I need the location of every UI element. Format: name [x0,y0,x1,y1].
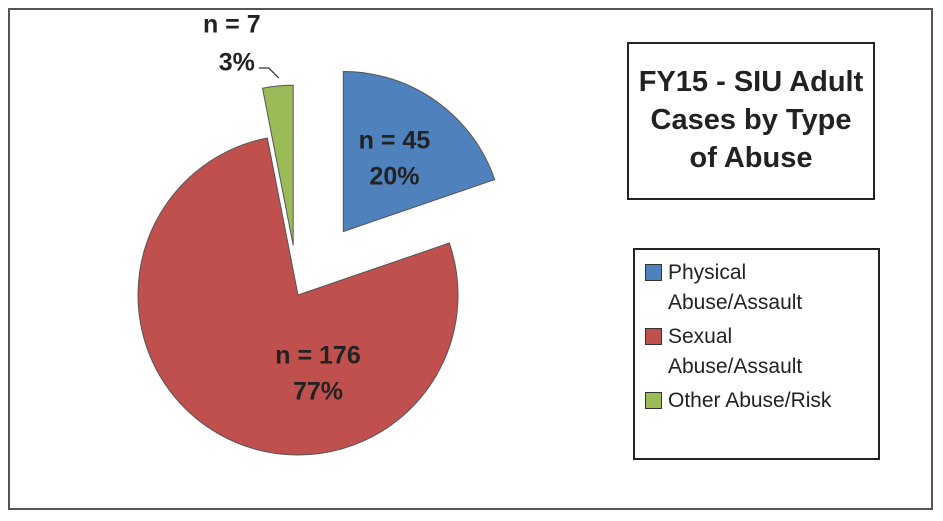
legend-swatch [645,328,662,345]
data-label: n = 45 [359,127,431,155]
legend-label: Other Abuse/Risk [668,389,832,412]
legend: Physical Abuse/Assault Sexual Abuse/Assau… [633,248,880,460]
legend-label: Sexual Abuse/Assault [668,325,803,378]
legend-entry: Sexual Abuse/Assault [645,322,868,382]
data-label: n = 7 [203,11,261,39]
legend-entry: Other Abuse/Risk [645,386,868,416]
legend-label: Physical Abuse/Assault [668,261,803,314]
pie-slice [261,84,294,246]
chart-frame [8,8,933,510]
chart-title: FY15 - SIU Adult Cases by Type of Abuse [627,42,875,200]
legend-entry: Physical Abuse/Assault [645,258,868,318]
pie-slice [137,137,459,456]
legend-swatch [645,392,662,409]
data-label: n = 176 [275,342,360,370]
pie-slice [342,71,496,233]
percent-label: 20% [369,163,419,191]
percent-label: 77% [293,378,343,406]
legend-swatch [645,264,662,281]
leader-line [258,67,280,79]
percent-label: 3% [219,49,255,77]
